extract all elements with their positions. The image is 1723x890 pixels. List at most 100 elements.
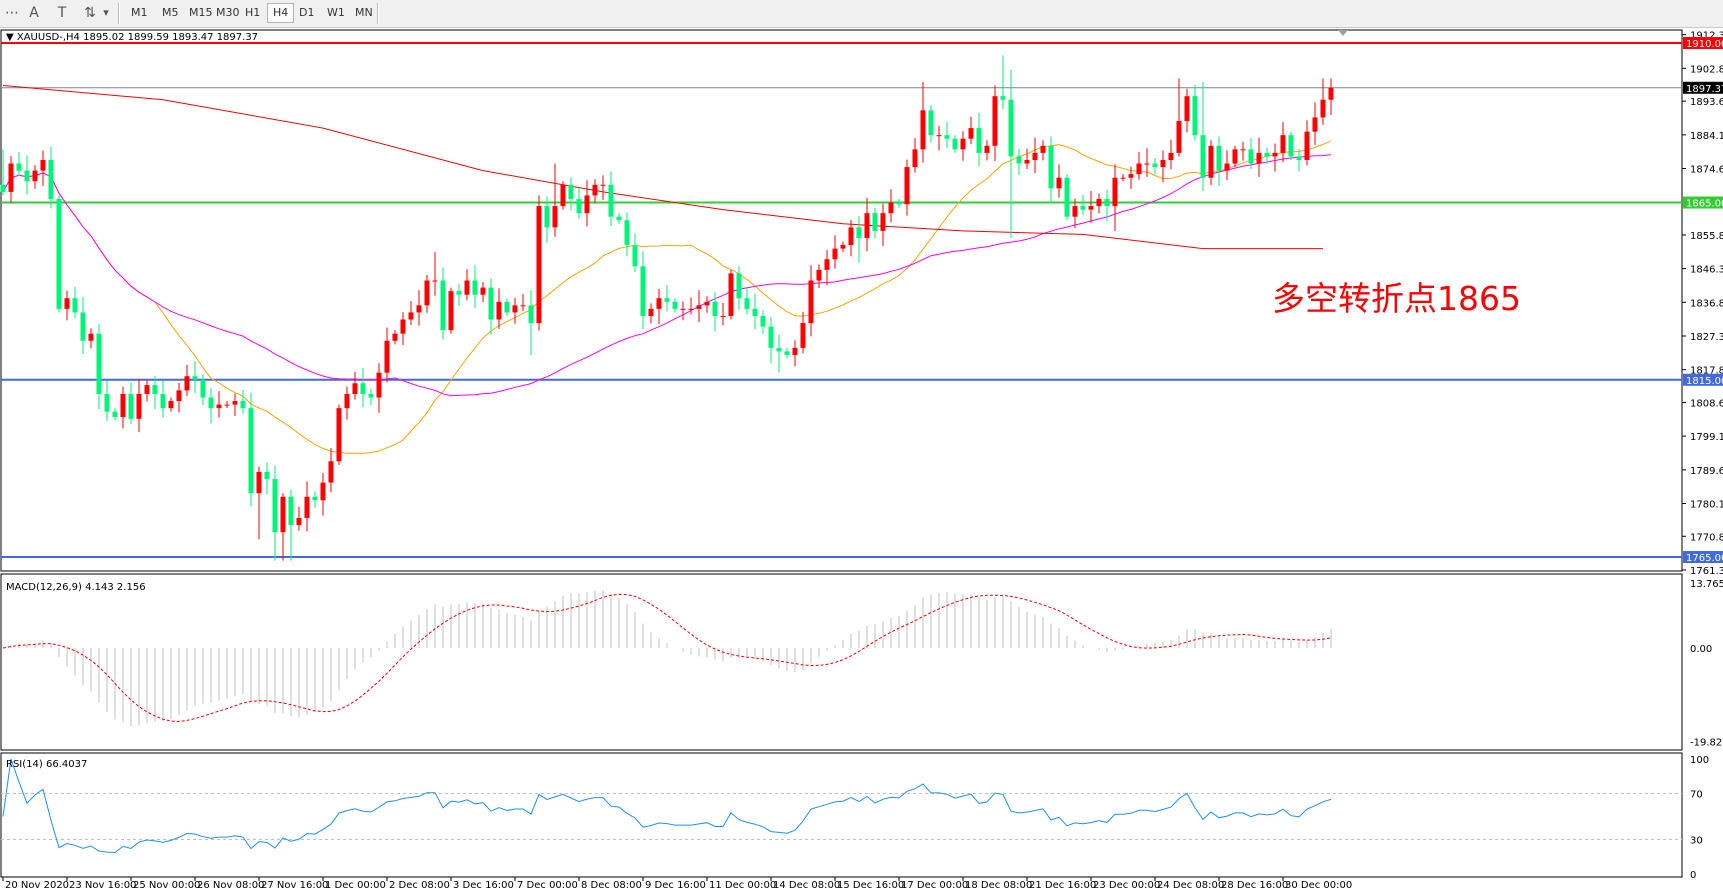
candle-body	[288, 496, 294, 526]
candle-body	[360, 383, 366, 394]
price-axis-label: 1817.85	[1690, 366, 1723, 377]
candle-body	[664, 298, 670, 302]
candle	[944, 121, 950, 149]
price-tag-label: 1815.00	[1686, 376, 1723, 387]
candle	[1136, 152, 1142, 180]
rsi-frame	[0, 752, 1683, 878]
candle	[392, 330, 398, 345]
candle	[144, 379, 150, 402]
candle	[688, 297, 694, 315]
candle	[16, 152, 22, 177]
candle	[440, 267, 446, 340]
timeframe-m15-button[interactable]: M15	[189, 6, 213, 19]
candle	[160, 380, 166, 418]
candle-body	[368, 393, 374, 398]
candle	[304, 481, 310, 532]
candle-body	[608, 184, 614, 217]
candle	[288, 489, 294, 561]
candle-body	[1312, 117, 1318, 132]
candle-body	[328, 461, 334, 483]
candle	[504, 298, 510, 316]
period-separator-icon[interactable]: ⋯	[5, 5, 19, 21]
candle	[48, 146, 54, 209]
timeframe-m5-button[interactable]: M5	[162, 6, 179, 19]
candle-body	[336, 408, 342, 462]
candle-body	[1096, 198, 1102, 207]
candle	[896, 198, 902, 208]
candle-body	[72, 298, 78, 313]
candle	[624, 212, 630, 257]
candle	[112, 408, 118, 421]
candle-body	[640, 266, 646, 316]
candle	[416, 290, 422, 326]
candle	[456, 283, 462, 307]
candle-body	[1296, 156, 1302, 160]
candle-body	[440, 280, 446, 331]
candle	[1192, 84, 1198, 141]
candle-body	[112, 411, 118, 417]
time-axis-label: 17 Dec 00:00	[901, 880, 968, 890]
candle-body	[232, 401, 238, 405]
timeframe-d1-button[interactable]: D1	[299, 6, 315, 19]
panel-frames	[0, 29, 1683, 878]
candle	[792, 340, 798, 367]
candle	[784, 347, 790, 359]
toolbar-separator	[118, 3, 120, 24]
candle	[120, 386, 126, 429]
timeframe-w1-button[interactable]: W1	[327, 6, 345, 19]
candle-body	[1088, 206, 1094, 210]
candle-body	[256, 471, 262, 494]
candle	[344, 386, 350, 420]
candle-body	[32, 170, 38, 182]
candle-body	[1104, 198, 1110, 207]
candle	[728, 269, 734, 320]
candle-body	[1000, 96, 1006, 100]
candle-body	[1160, 159, 1166, 168]
price-axis-label: 1884.10	[1690, 131, 1723, 142]
candle-body	[832, 248, 838, 260]
candle	[104, 380, 110, 422]
candle-body	[128, 393, 134, 419]
candle	[840, 241, 846, 253]
timeframe-mn-button[interactable]: MN	[355, 6, 373, 19]
candle	[888, 189, 894, 223]
candle	[448, 287, 454, 334]
horizontal-levels[interactable]	[1, 42, 1682, 559]
candle-body	[712, 301, 718, 316]
timeframe-h4-button[interactable]: H4	[267, 3, 295, 23]
price-axis-label: 1808.60	[1690, 398, 1723, 409]
text-label-tool-icon[interactable]: T	[57, 5, 67, 21]
timeframe-m30-button[interactable]: M30	[216, 6, 240, 19]
timeframe-h1-button[interactable]: H1	[245, 6, 261, 19]
candle-body	[496, 301, 502, 320]
candle-body	[616, 216, 622, 221]
candle	[336, 404, 342, 465]
candle-body	[592, 184, 598, 196]
candle	[408, 301, 414, 326]
candle	[272, 465, 278, 561]
candle-body	[272, 479, 278, 533]
chart-shift-marker-icon[interactable]	[1338, 30, 1348, 36]
candle	[752, 293, 758, 330]
dropdown-arrow-icon[interactable]: ▾	[103, 6, 109, 19]
candle-body	[248, 408, 254, 494]
arrows-tool-icon[interactable]: ⇅	[84, 5, 96, 21]
candle-body	[344, 393, 350, 409]
candles	[0, 55, 1334, 561]
candle-body	[744, 298, 750, 309]
candle	[1160, 150, 1166, 183]
time-axis-label: 23 Nov 16:00	[69, 880, 136, 890]
candle	[1088, 190, 1094, 223]
candle	[1064, 174, 1070, 221]
candle-body	[120, 393, 126, 417]
text-tool-icon[interactable]: A	[29, 5, 39, 21]
candle-body	[1256, 152, 1262, 164]
ma-long-line	[2, 85, 1323, 250]
candle	[256, 466, 262, 540]
candle	[680, 301, 686, 321]
candle-body	[768, 326, 774, 348]
timeframe-m1-button[interactable]: M1	[131, 6, 148, 19]
candle	[1288, 131, 1294, 160]
candle	[1048, 136, 1054, 204]
